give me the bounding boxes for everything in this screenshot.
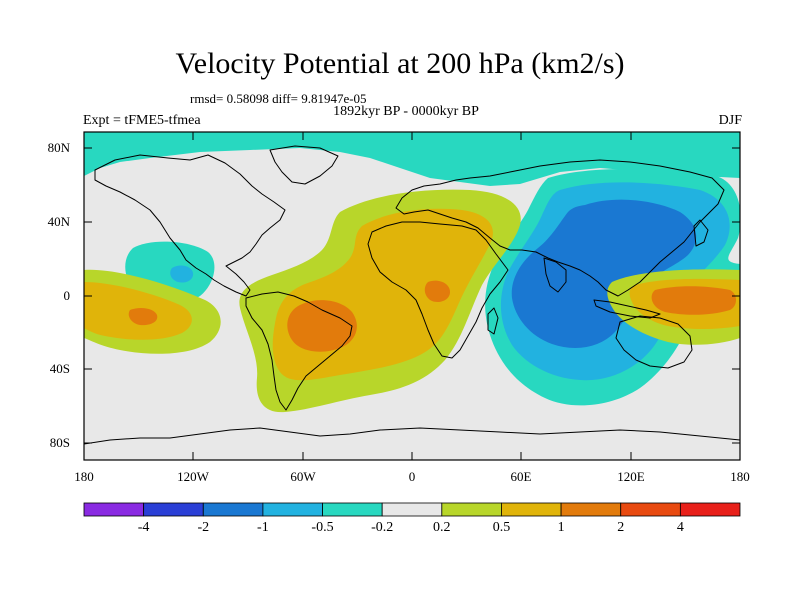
lat-tick-label: 40N — [47, 214, 70, 229]
experiment-label: Expt = tFME5-tfmea — [83, 113, 201, 128]
colorbar-swatch — [560, 502, 622, 517]
colorbar-swatch — [381, 502, 443, 517]
contour-nw-pacific-minus05 — [170, 265, 194, 283]
map-panel — [84, 132, 740, 460]
colorbar-swatch — [143, 502, 204, 517]
stats-line: rmsd= 0.58098 diff= 9.81947e-05 — [190, 91, 367, 106]
lon-tick-label: 120E — [617, 469, 645, 484]
coastline-antarctica — [84, 427, 740, 445]
tick-marks — [84, 132, 740, 460]
coastline-indonesia — [593, 299, 661, 319]
colorbar-swatch — [202, 502, 264, 517]
contour-indopacific-minus1 — [511, 199, 697, 348]
colorbar-tick-label: -1 — [257, 520, 269, 535]
contour-pacific-plus1 — [651, 286, 736, 315]
colorbar-swatch — [322, 502, 383, 517]
colorbar-tick-label: -2 — [197, 520, 210, 535]
colorbar-swatch — [262, 502, 323, 517]
coastline-eurasia — [395, 159, 725, 297]
lon-tick-label: 120W — [177, 469, 209, 484]
colorbar-tick-label: -4 — [137, 520, 150, 535]
coastline-india — [543, 257, 567, 293]
coastline-south-america — [245, 291, 353, 411]
lat-tick-label: 0 — [63, 288, 71, 303]
lon-tick-label: 180 — [730, 469, 750, 484]
contour-arctic-negative — [84, 132, 740, 186]
contour-brazil-plus1 — [287, 300, 357, 352]
coastline-north-america — [94, 154, 286, 297]
colorbar-tick-label: 0.5 — [492, 520, 511, 535]
coastline-greenland — [269, 145, 339, 185]
lon-tick-label: 60E — [510, 469, 532, 484]
colorbar-swatch — [83, 502, 145, 517]
lon-tick-label: 180 — [74, 469, 94, 484]
coastline-layer — [84, 145, 740, 445]
contour-fill-layer — [84, 132, 740, 413]
colorbar-swatch — [441, 502, 502, 517]
colorbar-tick-label: -0.5 — [311, 520, 334, 535]
colorbar-tick-label: -0.2 — [371, 520, 394, 535]
coastline-australia — [615, 315, 693, 369]
colorbar-tick-label: 0.2 — [433, 520, 451, 535]
colorbar-swatch — [501, 502, 562, 517]
colorbar — [83, 502, 741, 517]
colorbar-tick-label: 1 — [557, 520, 565, 535]
lat-tick-label: 40S — [49, 361, 70, 376]
colorbar-tick-label: 4 — [676, 520, 684, 535]
coastline-madagascar — [487, 307, 499, 335]
lat-tick-label: 80S — [49, 435, 70, 450]
coastline-africa — [367, 221, 509, 359]
lat-tick-label: 80N — [47, 140, 70, 155]
season-label: DJF — [718, 113, 742, 128]
colorbar-swatch — [620, 502, 681, 517]
period-label: 1892kyr BP - 0000kyr BP — [333, 104, 479, 119]
colorbar-swatch — [679, 502, 741, 517]
contour-west-pacific-plus1 — [128, 307, 158, 326]
coastline-japan — [693, 219, 709, 247]
lon-tick-label: 0 — [408, 469, 416, 484]
chart-title: Velocity Potential at 200 hPa (km2/s) — [175, 47, 625, 80]
contour-africa-plus1 — [424, 280, 450, 302]
lon-tick-label: 60W — [290, 469, 316, 484]
colorbar-tick-label: 2 — [617, 520, 625, 535]
